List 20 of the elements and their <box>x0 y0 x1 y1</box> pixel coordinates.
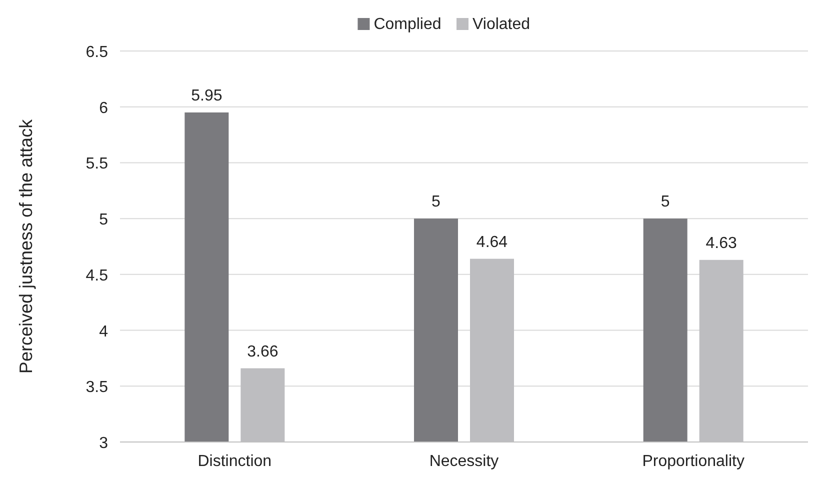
y-tick-label: 4.5 <box>86 267 108 284</box>
y-axis-title: Perceived justness of the attack <box>16 118 36 374</box>
data-label: 5 <box>660 194 670 211</box>
legend-label: Violated <box>472 16 530 33</box>
x-tick-label: Proportionality <box>642 453 744 470</box>
y-tick-label: 3 <box>99 435 108 452</box>
y-tick-label: 3.5 <box>86 379 108 396</box>
x-tick-label: Distinction <box>198 453 272 470</box>
y-tick-label: 4 <box>99 323 108 340</box>
y-tick-label: 5 <box>99 212 108 229</box>
y-tick-label: 5.5 <box>86 156 108 173</box>
y-tick-label: 6.5 <box>86 44 108 61</box>
data-label: 4.64 <box>476 234 508 251</box>
legend-label: Complied <box>374 16 442 33</box>
y-tick-label: 6 <box>99 100 108 117</box>
data-label: 3.66 <box>247 343 278 360</box>
data-label: 5.95 <box>191 87 222 104</box>
x-tick-label: Necessity <box>429 453 499 470</box>
data-label: 4.63 <box>706 234 738 252</box>
data-label: 5 <box>432 194 441 211</box>
